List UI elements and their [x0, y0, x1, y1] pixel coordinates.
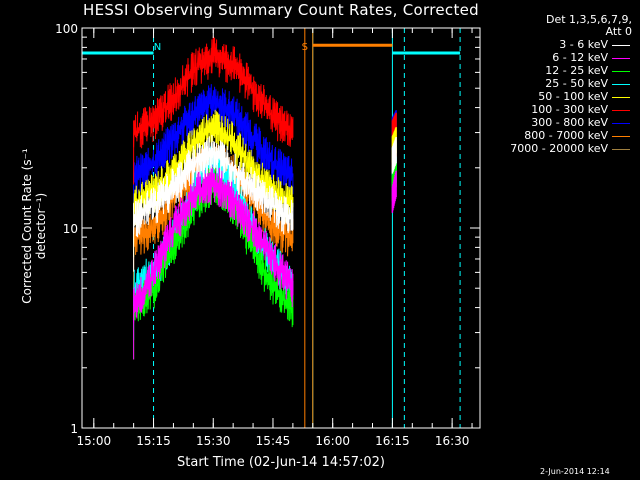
legend-label: 800 - 7000 keV: [524, 129, 608, 142]
series-late-0: [391, 137, 397, 174]
y-tick-label-1: 10: [63, 222, 78, 236]
x-tick-label-5: 16:15: [375, 434, 410, 448]
legend-label: 7000 - 20000 keV: [510, 142, 608, 155]
legend-swatch: [612, 136, 630, 137]
legend-entry: 12 - 25 keV: [482, 64, 636, 77]
legend-entry: 7000 - 20000 keV: [482, 142, 636, 155]
legend-label: 25 - 50 keV: [545, 77, 608, 90]
legend-swatch: [612, 45, 630, 46]
y-tick-label-0: 1: [70, 422, 78, 436]
legend-swatch: [612, 123, 630, 124]
legend-label: 50 - 100 keV: [538, 90, 608, 103]
series-line-6: [133, 84, 294, 195]
legend-swatch: [612, 71, 630, 72]
legend-entry: 100 - 300 keV: [482, 103, 636, 116]
legend-entry: 300 - 800 keV: [482, 116, 636, 129]
series-line-0: [133, 134, 294, 238]
legend-label: 300 - 800 keV: [531, 116, 608, 129]
x-tick-label-1: 15:15: [136, 434, 171, 448]
legend-entry: 3 - 6 keV: [482, 38, 636, 51]
legend: Det 1,3,5,6,7,9, Att 0 3 - 6 keV 6 - 12 k…: [482, 13, 636, 156]
series-late-5: [391, 112, 397, 147]
x-tick-label-2: 15:30: [196, 434, 231, 448]
x-tick-label-6: 16:30: [435, 434, 470, 448]
series-late-1: [391, 170, 397, 213]
legend-header-1: Det 1,3,5,6,7,9,: [545, 13, 632, 26]
series-line-1: [133, 165, 294, 324]
footer-stamp: 2-Jun-2014 12:14: [540, 467, 610, 476]
legend-label: 12 - 25 keV: [545, 64, 608, 77]
series-line-5: [133, 36, 294, 149]
legend-swatch: [612, 84, 630, 85]
annotation-0: N: [154, 42, 161, 53]
x-tick-label-4: 16:00: [315, 434, 350, 448]
legend-label: 100 - 300 keV: [531, 103, 608, 116]
annotation-1: S: [302, 42, 308, 53]
legend-entry: 25 - 50 keV: [482, 77, 636, 90]
legend-label: 3 - 6 keV: [559, 38, 608, 51]
legend-swatch: [612, 149, 630, 150]
legend-entry: 6 - 12 keV: [482, 51, 636, 64]
legend-swatch: [612, 97, 630, 98]
legend-swatch: [612, 58, 630, 59]
legend-label: 6 - 12 keV: [552, 51, 608, 64]
legend-header-2: Att 0: [605, 25, 632, 38]
legend-swatch: [612, 110, 630, 111]
legend-rows: 3 - 6 keV 6 - 12 keV 12 - 25 keV 25 - 50 ke…: [482, 38, 636, 155]
legend-entry: 50 - 100 keV: [482, 90, 636, 103]
chart-title: HESSI Observing Summary Count Rates, Cor…: [83, 1, 479, 19]
x-axis-label: Start Time (02-Jun-14 14:57:02): [177, 455, 385, 470]
y-tick-label-2: 100: [55, 22, 78, 36]
x-tick-label-0: 15:00: [77, 434, 112, 448]
legend-entry: 800 - 7000 keV: [482, 129, 636, 142]
x-tick-label-3: 15:45: [256, 434, 291, 448]
